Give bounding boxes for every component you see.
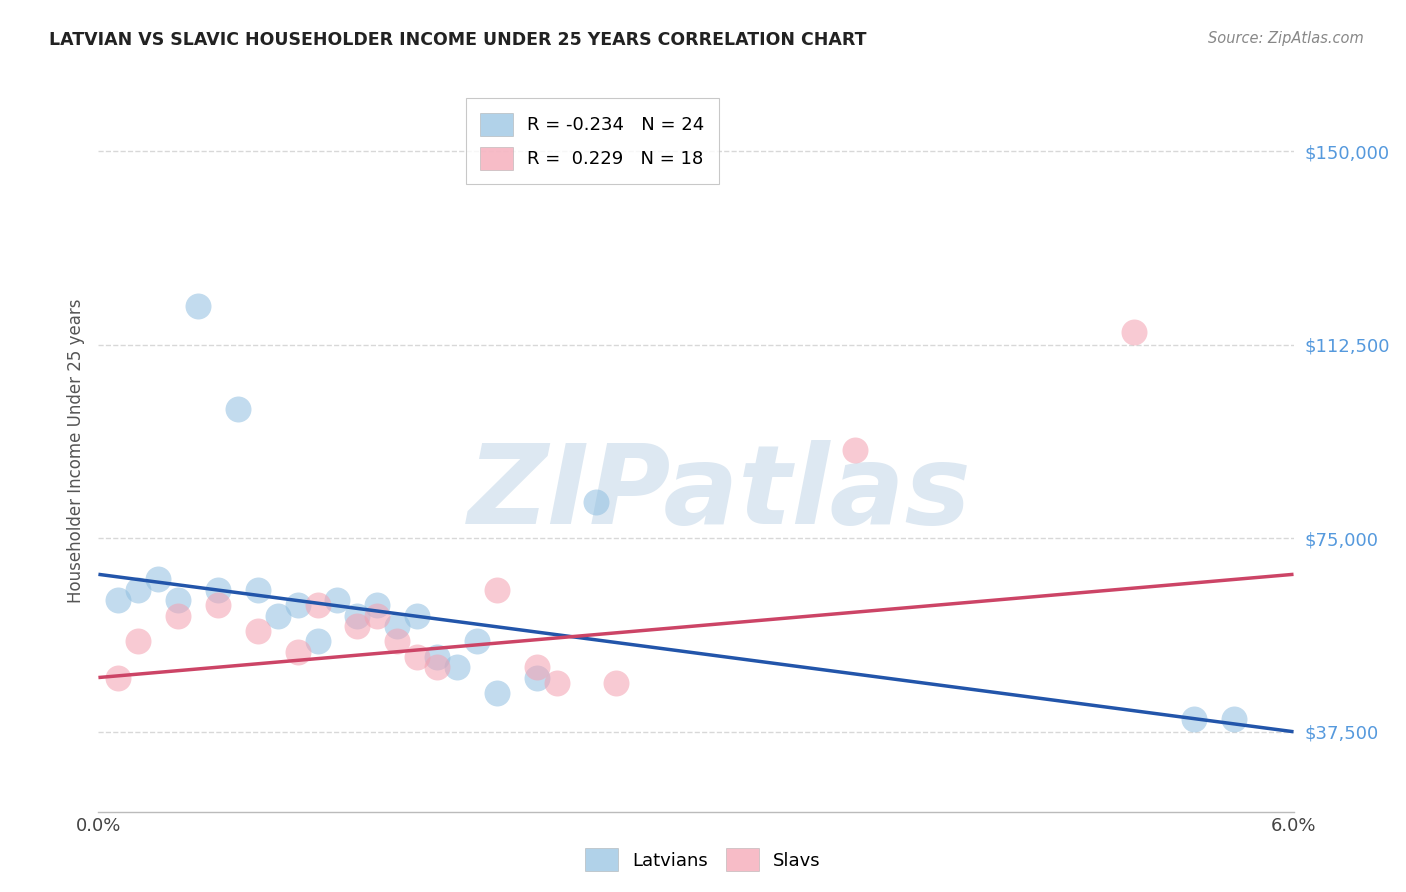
Point <box>526 671 548 685</box>
Point <box>346 619 368 633</box>
Point <box>426 649 449 664</box>
Point <box>366 608 388 623</box>
Point <box>127 634 149 648</box>
Point <box>307 634 329 648</box>
Point <box>366 599 388 613</box>
Point <box>406 608 429 623</box>
Point <box>226 402 249 417</box>
Text: Source: ZipAtlas.com: Source: ZipAtlas.com <box>1208 31 1364 46</box>
Point <box>127 582 149 597</box>
Point <box>107 593 129 607</box>
Point <box>148 573 170 587</box>
Point <box>207 599 229 613</box>
Point <box>107 671 129 685</box>
Point <box>207 582 229 597</box>
Point <box>1182 712 1205 726</box>
Point <box>187 299 209 313</box>
Point <box>465 634 488 648</box>
Point <box>1223 712 1246 726</box>
Point <box>526 660 548 674</box>
Text: LATVIAN VS SLAVIC HOUSEHOLDER INCOME UNDER 25 YEARS CORRELATION CHART: LATVIAN VS SLAVIC HOUSEHOLDER INCOME UND… <box>49 31 866 49</box>
Point <box>385 619 409 633</box>
Point <box>167 608 190 623</box>
Point <box>307 599 329 613</box>
Text: ZIPatlas: ZIPatlas <box>468 441 972 548</box>
Point <box>287 599 309 613</box>
Y-axis label: Householder Income Under 25 years: Householder Income Under 25 years <box>66 298 84 603</box>
Point <box>585 495 607 509</box>
Point <box>246 624 269 639</box>
Point <box>844 443 866 458</box>
Point <box>167 593 190 607</box>
Legend: R = -0.234   N = 24, R =  0.229   N = 18: R = -0.234 N = 24, R = 0.229 N = 18 <box>465 98 718 185</box>
Point <box>426 660 449 674</box>
Point <box>485 686 508 700</box>
Point <box>605 675 627 690</box>
Point <box>406 649 429 664</box>
Point <box>546 675 568 690</box>
Point <box>326 593 349 607</box>
Point <box>267 608 290 623</box>
Point <box>287 645 309 659</box>
Point <box>446 660 468 674</box>
Point <box>346 608 368 623</box>
Legend: Latvians, Slavs: Latvians, Slavs <box>578 841 828 879</box>
Point <box>246 582 269 597</box>
Point <box>385 634 409 648</box>
Point <box>485 582 508 597</box>
Point <box>1123 325 1146 339</box>
